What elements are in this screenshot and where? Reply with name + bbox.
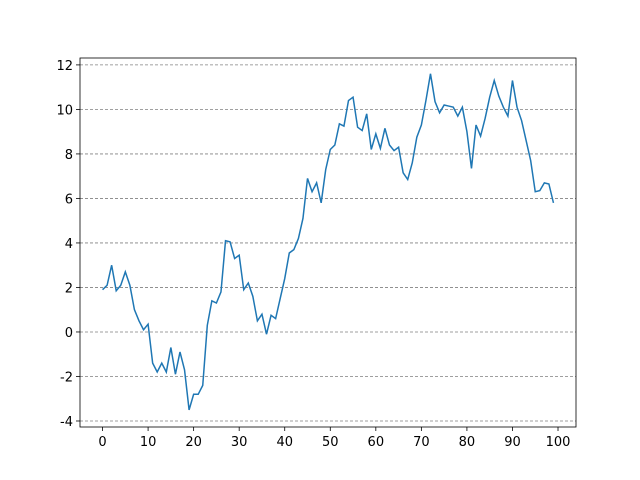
y-tick-label: 4 bbox=[65, 237, 73, 252]
y-tick-label: 8 bbox=[65, 148, 73, 163]
x-tick-label: 90 bbox=[504, 435, 521, 450]
plot-frame bbox=[79, 57, 577, 428]
y-tick-label: -2 bbox=[60, 370, 73, 385]
x-tick-label: 70 bbox=[413, 435, 430, 450]
y-tick-label: -4 bbox=[60, 415, 73, 430]
data-line bbox=[102, 73, 555, 411]
y-tick-label: 2 bbox=[65, 281, 73, 296]
y-tick-label: 10 bbox=[56, 103, 73, 118]
x-tick-label: 30 bbox=[231, 435, 248, 450]
x-tick-label: 100 bbox=[546, 435, 571, 450]
y-tick-label: 0 bbox=[65, 326, 73, 341]
x-tick-label: 60 bbox=[368, 435, 385, 450]
x-tick-label: 10 bbox=[140, 435, 157, 450]
x-tick-label: 0 bbox=[98, 435, 106, 450]
x-tick-label: 20 bbox=[185, 435, 202, 450]
x-tick-label: 40 bbox=[276, 435, 293, 450]
x-tick-label: 80 bbox=[459, 435, 476, 450]
x-tick-label: 50 bbox=[322, 435, 339, 450]
y-tick-label: 12 bbox=[56, 59, 73, 74]
y-tick-label: 6 bbox=[65, 192, 73, 207]
